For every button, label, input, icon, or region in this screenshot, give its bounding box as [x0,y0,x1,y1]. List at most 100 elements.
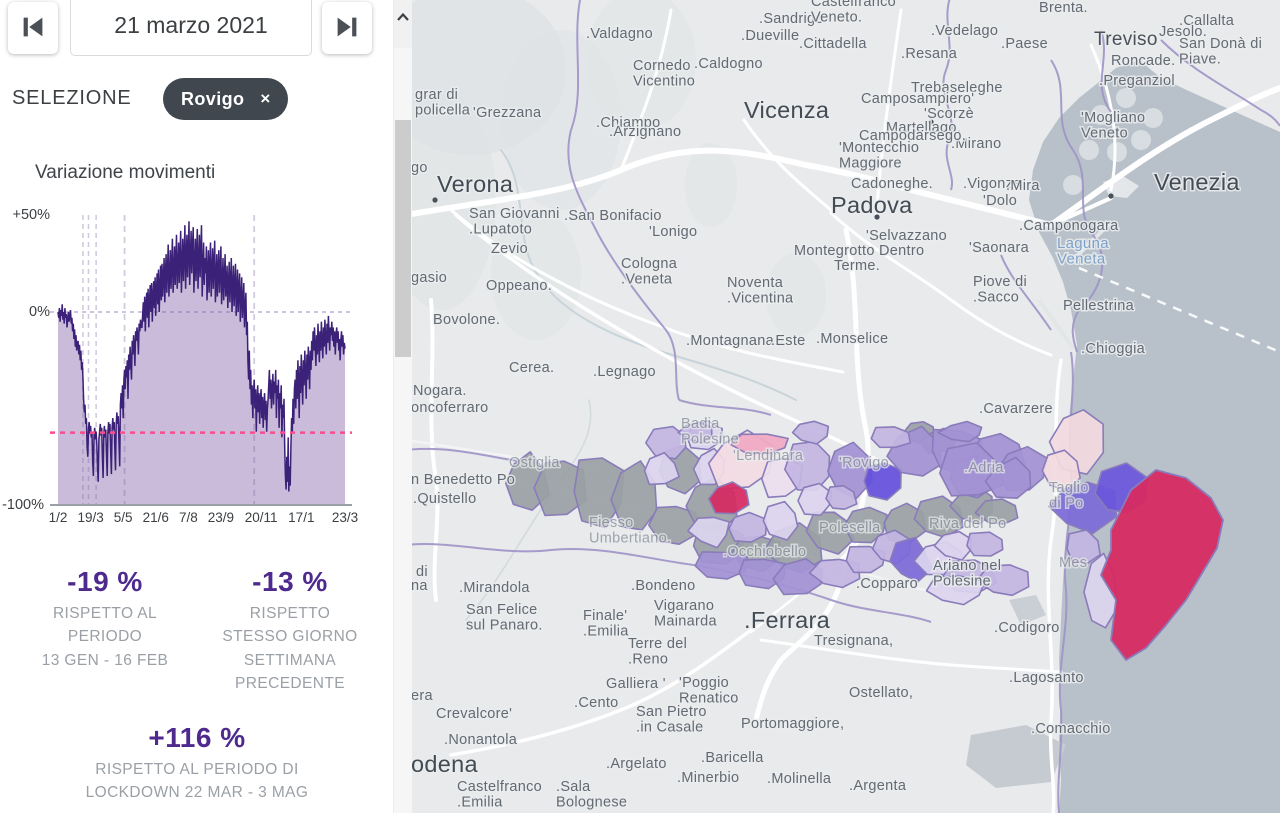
map-label: 'Poggio Renatico [679,675,739,707]
map-label: .Ferrara [744,607,831,633]
map-label: era [411,688,433,704]
map-label: Piove di .Sacco [973,274,1027,306]
svg-text:20/11: 20/11 [245,510,278,525]
stat-vs-baseline-value: -19 % [67,566,143,597]
map-label: Fiesso Umbertiano. [589,515,671,547]
municipality-region[interactable] [677,421,713,444]
svg-text:5/5: 5/5 [114,510,133,525]
choropleth-map-canvas[interactable]: Verona Vicenza Padova Venezia .Ferrara odena T… [411,0,1280,813]
map-label: 'Grezzana [473,105,542,121]
map-label: .Mirano [951,136,1001,152]
municipality-region[interactable] [1066,529,1102,564]
map-label: Trebaseleghe [911,80,1003,96]
map-label: 'Montecchio Maggiore [839,140,919,172]
map-label: Verona [437,171,514,197]
map-label: oncoferraro [411,400,488,416]
map-label: .Este [771,333,806,349]
map-label: Nogara. [413,383,467,399]
municipality-region[interactable] [573,457,625,529]
municipality-region[interactable] [728,511,768,543]
map-label: 'Selvazzano [866,228,947,244]
map-label: San Felice sul Panaro. [466,602,543,634]
map-label: Campodarsego. [859,128,966,144]
map-label: .Sandrigo [759,11,824,27]
map-label: Laguna Veneta [1057,235,1109,268]
map-label: .Molinella [767,771,832,787]
map-label: 'Lendinara [733,448,804,464]
map-label: Galliera ' [606,676,666,692]
municipality-region[interactable] [791,420,830,445]
map-label: Mes [1059,555,1087,571]
map-label: .Dueville [741,28,799,44]
svg-text:1/2: 1/2 [49,510,68,525]
map-label: .Occhiobello [723,544,806,560]
municipality-region[interactable] [937,420,983,443]
map-label: gasio [411,270,447,286]
municipality-region[interactable] [984,456,1032,500]
map-label: .Nonantola [444,732,518,748]
map-label: .Quistello [413,491,476,507]
map-label: Martellago. [886,120,961,136]
municipality-region[interactable] [870,426,912,449]
map-label: .Mirandola [459,580,530,596]
map-label: 'Lonigo [649,224,697,240]
map-label: .Bondeno [631,578,696,594]
municipality-region[interactable] [762,500,799,541]
municipality-region[interactable] [643,451,680,486]
map-label: .Copparo [856,576,918,592]
scrollbar-up-button[interactable] [394,0,412,48]
map-label: Brenta. [1039,0,1088,16]
municipality-region[interactable] [694,550,749,580]
map-label: .Cavarzere [979,401,1053,417]
map-label: Vigarano Mainarda [654,598,717,630]
scrollbar-thumb[interactable] [395,120,411,357]
municipality-region[interactable] [825,484,858,511]
municipality-region-porto-tolle[interactable] [1100,469,1224,661]
chart-title: Variazione movimenti [35,162,216,183]
map-label: Cornedo Vicentino [633,58,695,90]
date-display[interactable]: 21 marzo 2021 [70,0,312,56]
municipality-region[interactable] [975,564,1030,597]
selection-label: SELEZIONE [12,87,132,109]
svg-text:23/9: 23/9 [208,510,234,525]
map-label: .Argenta [849,778,907,794]
map-label: .Paese [1001,36,1048,52]
map-label: Polesella [819,520,881,536]
map-label: .Baricella [701,750,764,766]
municipality-region[interactable] [925,575,986,606]
map-label: Camposampiero' [861,91,974,107]
municipality-region[interactable] [729,433,789,455]
map-label: di [416,564,428,580]
skip-previous-day-button[interactable] [8,2,58,54]
map-label: Ostiglia [509,455,560,471]
chip-close-icon[interactable]: × [260,89,271,108]
map-label: Cologna .Veneta [621,256,678,288]
map-label: Castelfranco Veneto. [811,0,896,26]
map-label: .Adria [964,460,1004,476]
map-label: .Chioggia [1081,341,1146,357]
map-label: 'Scorzè [924,106,974,122]
municipality-region[interactable] [707,481,750,515]
skip-next-day-button[interactable] [322,2,372,54]
stat-vs-baseline-label: RISPETTO AL PERIODO 13 GEN - 16 FEB [41,605,169,669]
municipality-region[interactable] [805,511,856,555]
map-label: .Sala Bolognese [556,779,627,811]
map-svg: Verona Vicenza Padova Venezia .Ferrara odena T… [411,0,1280,813]
municipality-region[interactable] [966,531,1004,557]
map-label: .Arzignano [609,124,681,140]
municipality-region[interactable] [687,516,731,549]
movement-variation-chart: 1/2 19/3 5/5 21/6 7/8 23/9 20/11 17/1 23/3 [0,193,390,528]
map-label: Pellestrina [1063,298,1135,314]
map-label: .Preganziol [1099,73,1175,89]
map-label: Badia Polesine [681,416,739,448]
map-label: Padova [831,192,913,218]
municipality-region[interactable] [974,498,1019,525]
chevron-up-icon [397,8,409,26]
y-axis-tick-zero: 0% [29,304,50,320]
selection-chip-rovigo[interactable]: Rovigo × [163,78,289,120]
map-label: Crevalcore' [436,706,512,722]
sidebar-scrollbar[interactable] [393,0,412,813]
municipality-region[interactable] [843,506,888,544]
map-label: .Caldogno [694,56,763,72]
map-label: .Mira [1006,178,1040,194]
